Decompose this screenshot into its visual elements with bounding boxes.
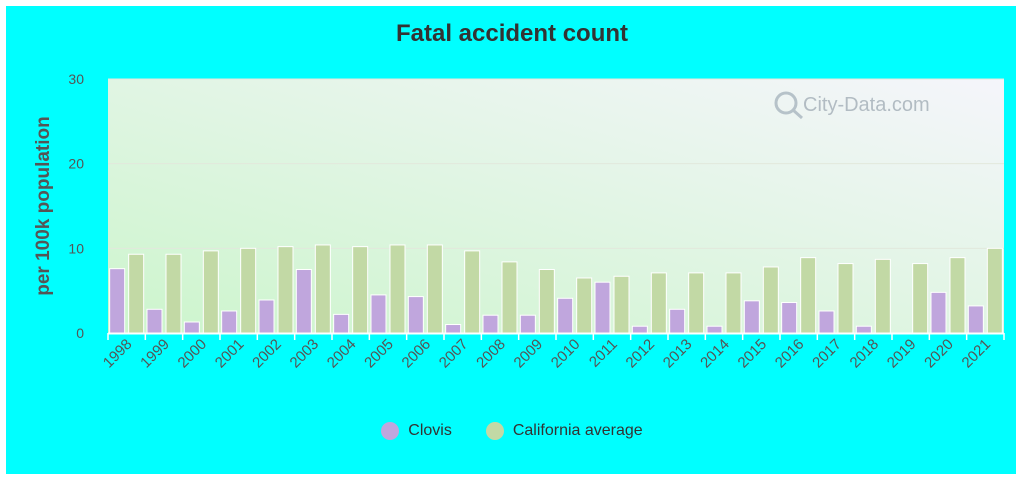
bar-california-2015 xyxy=(762,266,779,334)
x-tick-label: 2000 xyxy=(175,336,211,372)
y-tick-label: 20 xyxy=(68,156,84,172)
bar-clovis-2004 xyxy=(333,313,350,334)
x-tick-label: 2009 xyxy=(511,336,547,372)
bar-clovis-2017 xyxy=(818,310,835,334)
bar-california-2011 xyxy=(613,275,630,334)
legend-item-clovis: Clovis xyxy=(381,422,452,440)
bar-clovis-2001 xyxy=(221,310,238,334)
x-tick-label: 2006 xyxy=(399,336,435,372)
bar-california-2005 xyxy=(389,244,406,334)
x-tick-label: 2007 xyxy=(436,336,472,372)
y-tick-label: 30 xyxy=(68,71,84,87)
legend-label-california: California average xyxy=(512,422,643,439)
legend-swatch-clovis xyxy=(381,422,400,440)
legend-item-california: California average xyxy=(485,422,643,440)
bar-clovis-2018 xyxy=(855,325,872,334)
bar-california-2014 xyxy=(725,272,742,334)
bar-clovis-2020 xyxy=(930,291,947,334)
bar-clovis-2013 xyxy=(669,308,686,334)
bar-california-2006 xyxy=(426,244,443,334)
x-tick-label: 1998 xyxy=(100,336,136,372)
bar-clovis-2014 xyxy=(706,325,723,334)
legend: Clovis California average xyxy=(0,422,1024,440)
x-tick-label: 2013 xyxy=(660,336,696,372)
x-tick-label: 1999 xyxy=(137,336,173,372)
x-tick-label: 2011 xyxy=(586,336,621,371)
y-tick-label: 10 xyxy=(68,240,84,256)
x-tick-label: 2018 xyxy=(847,336,883,372)
x-tick-label: 2010 xyxy=(548,336,584,372)
bar-california-2009 xyxy=(538,269,555,334)
bar-california-1999 xyxy=(165,253,182,334)
bar-clovis-1998 xyxy=(109,268,126,334)
bar-california-2020 xyxy=(949,257,966,334)
x-tick-label: 2012 xyxy=(623,336,659,372)
watermark-magnifier-handle xyxy=(792,108,803,120)
bar-california-2013 xyxy=(688,272,705,334)
bar-california-2019 xyxy=(912,263,929,334)
x-tick-label: 2015 xyxy=(735,336,771,372)
watermark: City-Data.com xyxy=(774,91,930,120)
x-tick-label: 2020 xyxy=(921,336,957,372)
watermark-logo-icon xyxy=(774,91,798,115)
x-tick-label: 2017 xyxy=(809,336,845,372)
bar-clovis-2015 xyxy=(743,300,760,334)
x-tick-label: 2016 xyxy=(772,336,808,372)
bar-clovis-2008 xyxy=(482,314,499,334)
chart-title: Fatal accident count xyxy=(395,20,629,47)
bar-clovis-2000 xyxy=(183,321,200,334)
x-tick-label: 2019 xyxy=(884,336,920,372)
bar-clovis-2006 xyxy=(407,296,424,334)
bar-california-2000 xyxy=(202,250,219,334)
bar-california-2016 xyxy=(800,257,817,334)
x-tick-label: 2002 xyxy=(249,336,285,372)
bar-clovis-2005 xyxy=(370,294,387,334)
bar-clovis-1999 xyxy=(146,308,163,334)
bar-clovis-2012 xyxy=(631,325,648,334)
x-tick-label: 2021 xyxy=(959,336,995,372)
x-tick-label: 2003 xyxy=(287,336,323,372)
bar-clovis-2021 xyxy=(967,305,984,334)
x-tick-label: 2014 xyxy=(697,336,733,372)
bar-clovis-2009 xyxy=(519,314,536,334)
bar-clovis-2007 xyxy=(445,324,462,334)
bar-california-2021 xyxy=(986,247,1003,334)
bar-california-2003 xyxy=(314,244,331,334)
legend-swatch-california xyxy=(485,422,504,440)
x-tick-label: 2001 xyxy=(212,336,248,372)
bar-california-2018 xyxy=(874,258,891,334)
bar-california-2004 xyxy=(352,246,369,334)
bar-clovis-2016 xyxy=(781,302,798,334)
bar-clovis-2011 xyxy=(594,281,611,334)
x-tick-label: 2004 xyxy=(324,336,360,372)
bar-california-2010 xyxy=(576,277,593,334)
watermark-text: City-Data.com xyxy=(803,94,930,116)
bar-california-1998 xyxy=(128,253,145,334)
x-tick-label: 2005 xyxy=(361,336,397,372)
bar-california-2001 xyxy=(240,247,257,334)
bar-california-2002 xyxy=(277,246,294,334)
bar-clovis-2003 xyxy=(295,269,312,334)
x-tick-label: 2008 xyxy=(473,336,509,372)
y-tick-label: 0 xyxy=(76,325,84,341)
bar-california-2007 xyxy=(464,250,481,334)
bar-california-2017 xyxy=(837,263,854,334)
legend-label-clovis: Clovis xyxy=(408,422,452,439)
bar-california-2008 xyxy=(501,261,518,334)
bar-clovis-2002 xyxy=(258,299,275,334)
bar-clovis-2010 xyxy=(557,297,574,334)
plot-area xyxy=(108,79,1004,333)
bar-california-2012 xyxy=(650,272,667,334)
